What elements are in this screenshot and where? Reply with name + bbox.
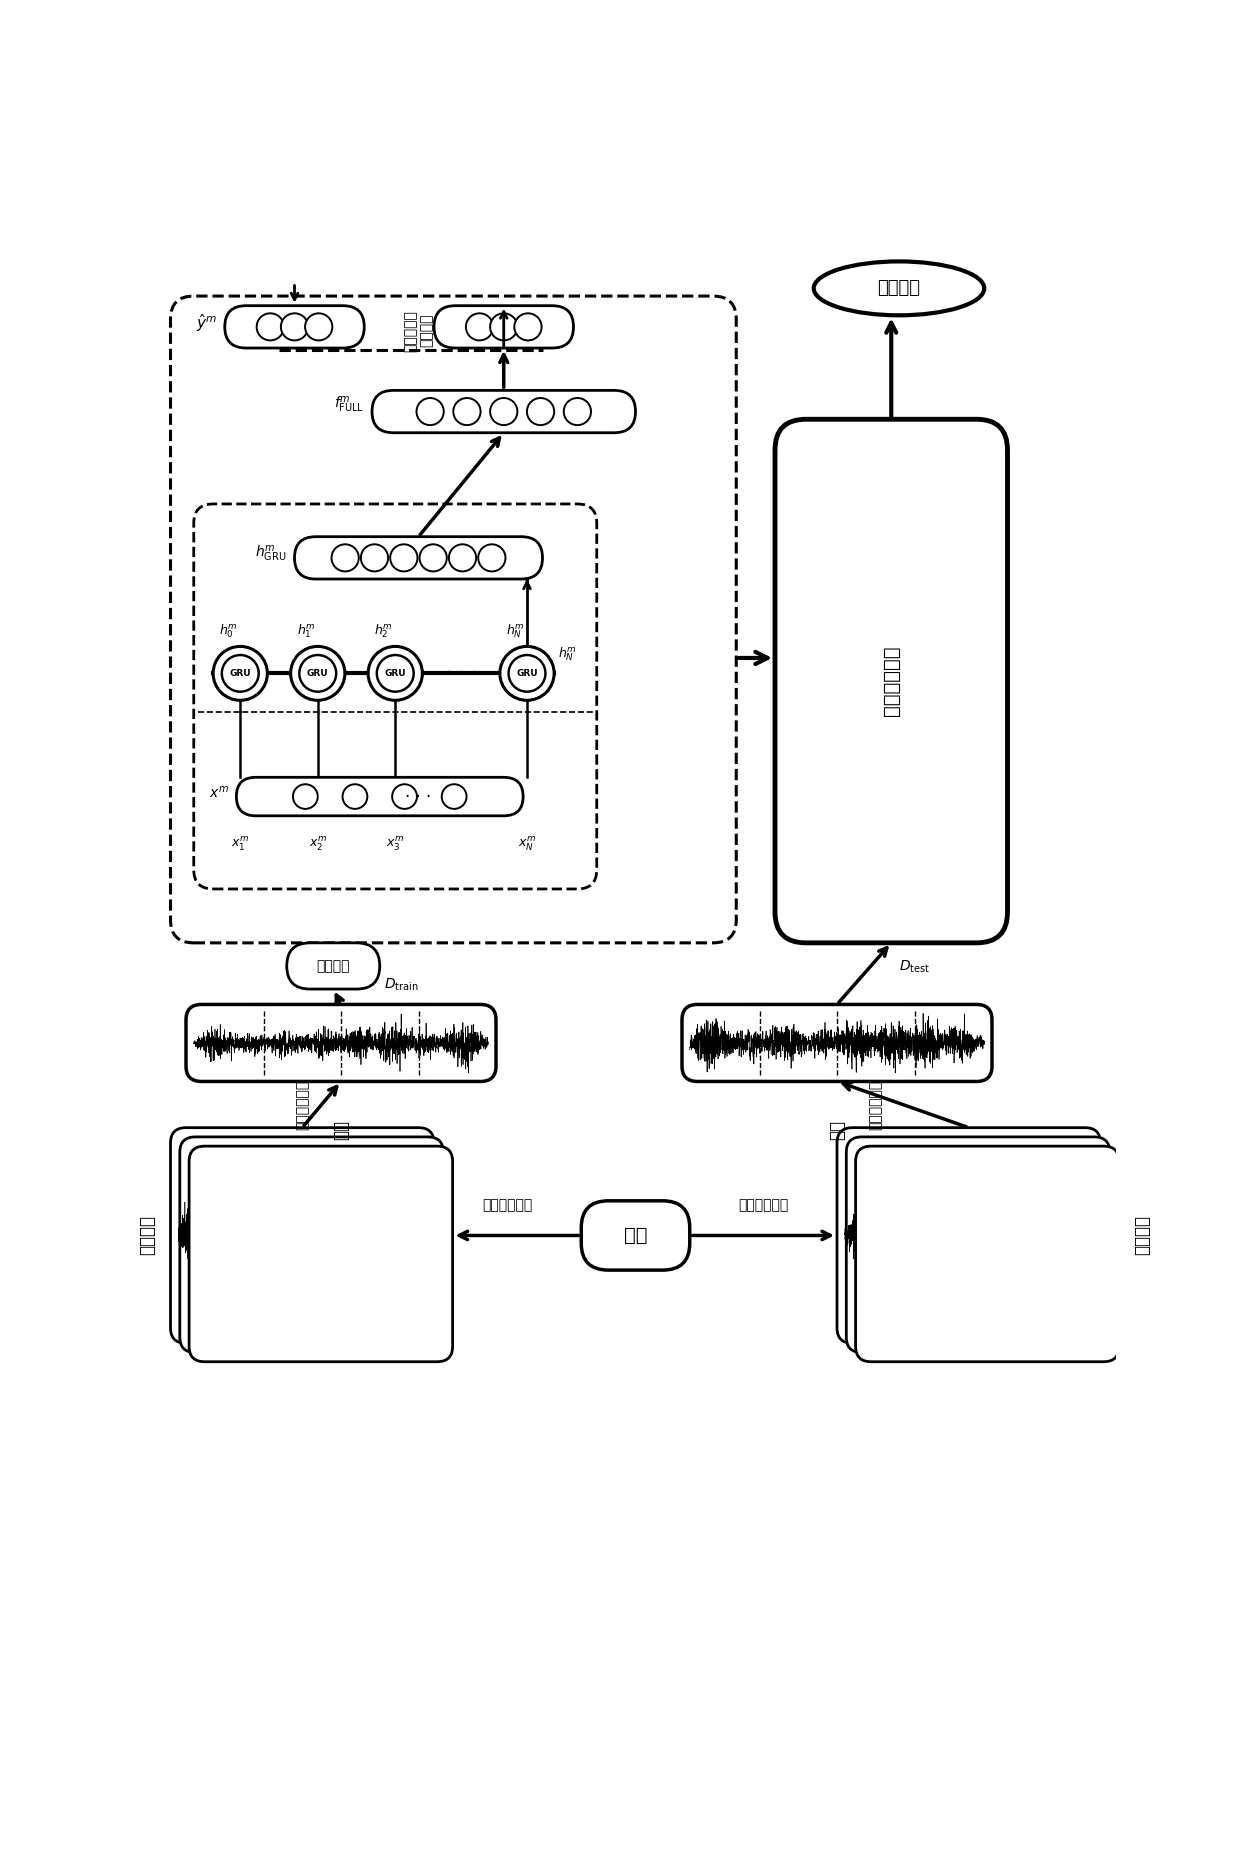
Text: $h^m_{\rm GRU}$: $h^m_{\rm GRU}$ — [255, 544, 286, 565]
Text: $h^m_N$: $h^m_N$ — [506, 623, 525, 639]
FancyBboxPatch shape — [775, 419, 1007, 943]
Text: $x^m$: $x^m$ — [208, 785, 228, 802]
Text: GRU: GRU — [308, 669, 329, 678]
Text: $f^m_{\rm FULL}$: $f^m_{\rm FULL}$ — [334, 395, 365, 416]
Circle shape — [361, 544, 388, 572]
FancyBboxPatch shape — [224, 306, 365, 349]
FancyBboxPatch shape — [372, 390, 635, 432]
FancyBboxPatch shape — [847, 1137, 1110, 1353]
Text: 诊断结果: 诊断结果 — [878, 280, 920, 298]
Circle shape — [290, 647, 345, 701]
Circle shape — [299, 654, 336, 692]
Text: 分段: 分段 — [828, 1120, 846, 1141]
Text: $h^m_N$: $h^m_N$ — [558, 645, 577, 664]
FancyBboxPatch shape — [295, 537, 543, 580]
Circle shape — [417, 399, 444, 425]
Text: GRU: GRU — [384, 669, 405, 678]
Text: $\hat{y}^m$: $\hat{y}^m$ — [196, 311, 217, 334]
Circle shape — [305, 313, 332, 341]
Text: $h^m_2$: $h^m_2$ — [374, 623, 393, 639]
Text: · · ·: · · · — [405, 788, 432, 805]
Circle shape — [449, 544, 476, 572]
FancyBboxPatch shape — [837, 1128, 1101, 1344]
Circle shape — [515, 313, 542, 341]
Text: GRU: GRU — [229, 669, 250, 678]
Circle shape — [479, 544, 506, 572]
Text: $D_{\rm train}$: $D_{\rm train}$ — [383, 977, 418, 994]
Text: 加速度传感器: 加速度传感器 — [482, 1199, 533, 1212]
Circle shape — [257, 313, 284, 341]
Text: $x^m_1$: $x^m_1$ — [231, 835, 249, 852]
Text: 轴承: 轴承 — [624, 1227, 647, 1245]
Circle shape — [500, 647, 554, 701]
Text: 振动信号: 振动信号 — [138, 1215, 156, 1256]
Text: GRU: GRU — [516, 669, 538, 678]
Text: $D_{\rm test}$: $D_{\rm test}$ — [899, 958, 930, 975]
Text: $h^m_0$: $h^m_0$ — [219, 623, 238, 639]
Circle shape — [213, 647, 268, 701]
Circle shape — [392, 785, 417, 809]
Circle shape — [280, 313, 308, 341]
Circle shape — [331, 544, 358, 572]
FancyBboxPatch shape — [434, 306, 573, 349]
Text: · · ·: · · · — [445, 664, 476, 682]
Text: 加速度传感器: 加速度传感器 — [295, 1079, 309, 1130]
Text: $x^m_N$: $x^m_N$ — [518, 835, 536, 852]
Circle shape — [527, 399, 554, 425]
Circle shape — [490, 399, 517, 425]
FancyBboxPatch shape — [171, 296, 737, 943]
Circle shape — [508, 654, 546, 692]
Text: 加速度传感器: 加速度传感器 — [738, 1199, 789, 1212]
Text: 训练好的网络: 训练好的网络 — [882, 645, 900, 716]
FancyBboxPatch shape — [171, 1128, 434, 1344]
FancyBboxPatch shape — [188, 1146, 453, 1363]
Circle shape — [293, 785, 317, 809]
FancyBboxPatch shape — [193, 503, 596, 889]
FancyBboxPatch shape — [180, 1137, 444, 1353]
FancyBboxPatch shape — [186, 1005, 496, 1081]
Circle shape — [454, 399, 481, 425]
Text: $x^m_3$: $x^m_3$ — [386, 835, 404, 852]
Circle shape — [342, 785, 367, 809]
FancyBboxPatch shape — [237, 777, 523, 816]
Text: 加速度传感器: 加速度传感器 — [869, 1079, 883, 1130]
Circle shape — [391, 544, 418, 572]
Text: 噪声标签: 噪声标签 — [316, 958, 350, 973]
FancyBboxPatch shape — [856, 1146, 1118, 1363]
Circle shape — [368, 647, 423, 701]
FancyBboxPatch shape — [682, 1005, 992, 1081]
Text: $x^m_2$: $x^m_2$ — [309, 835, 327, 852]
Text: $h^m_1$: $h^m_1$ — [296, 623, 315, 639]
Circle shape — [377, 654, 414, 692]
Circle shape — [490, 313, 517, 341]
Circle shape — [564, 399, 591, 425]
Ellipse shape — [813, 261, 985, 315]
Circle shape — [222, 654, 259, 692]
FancyBboxPatch shape — [286, 943, 379, 990]
Circle shape — [419, 544, 446, 572]
Circle shape — [441, 785, 466, 809]
Text: 分段: 分段 — [332, 1120, 350, 1141]
FancyBboxPatch shape — [582, 1200, 689, 1269]
Circle shape — [466, 313, 494, 341]
Text: 适应性校正
损失函数: 适应性校正 损失函数 — [403, 309, 434, 352]
Text: 振动信号: 振动信号 — [1133, 1215, 1152, 1256]
